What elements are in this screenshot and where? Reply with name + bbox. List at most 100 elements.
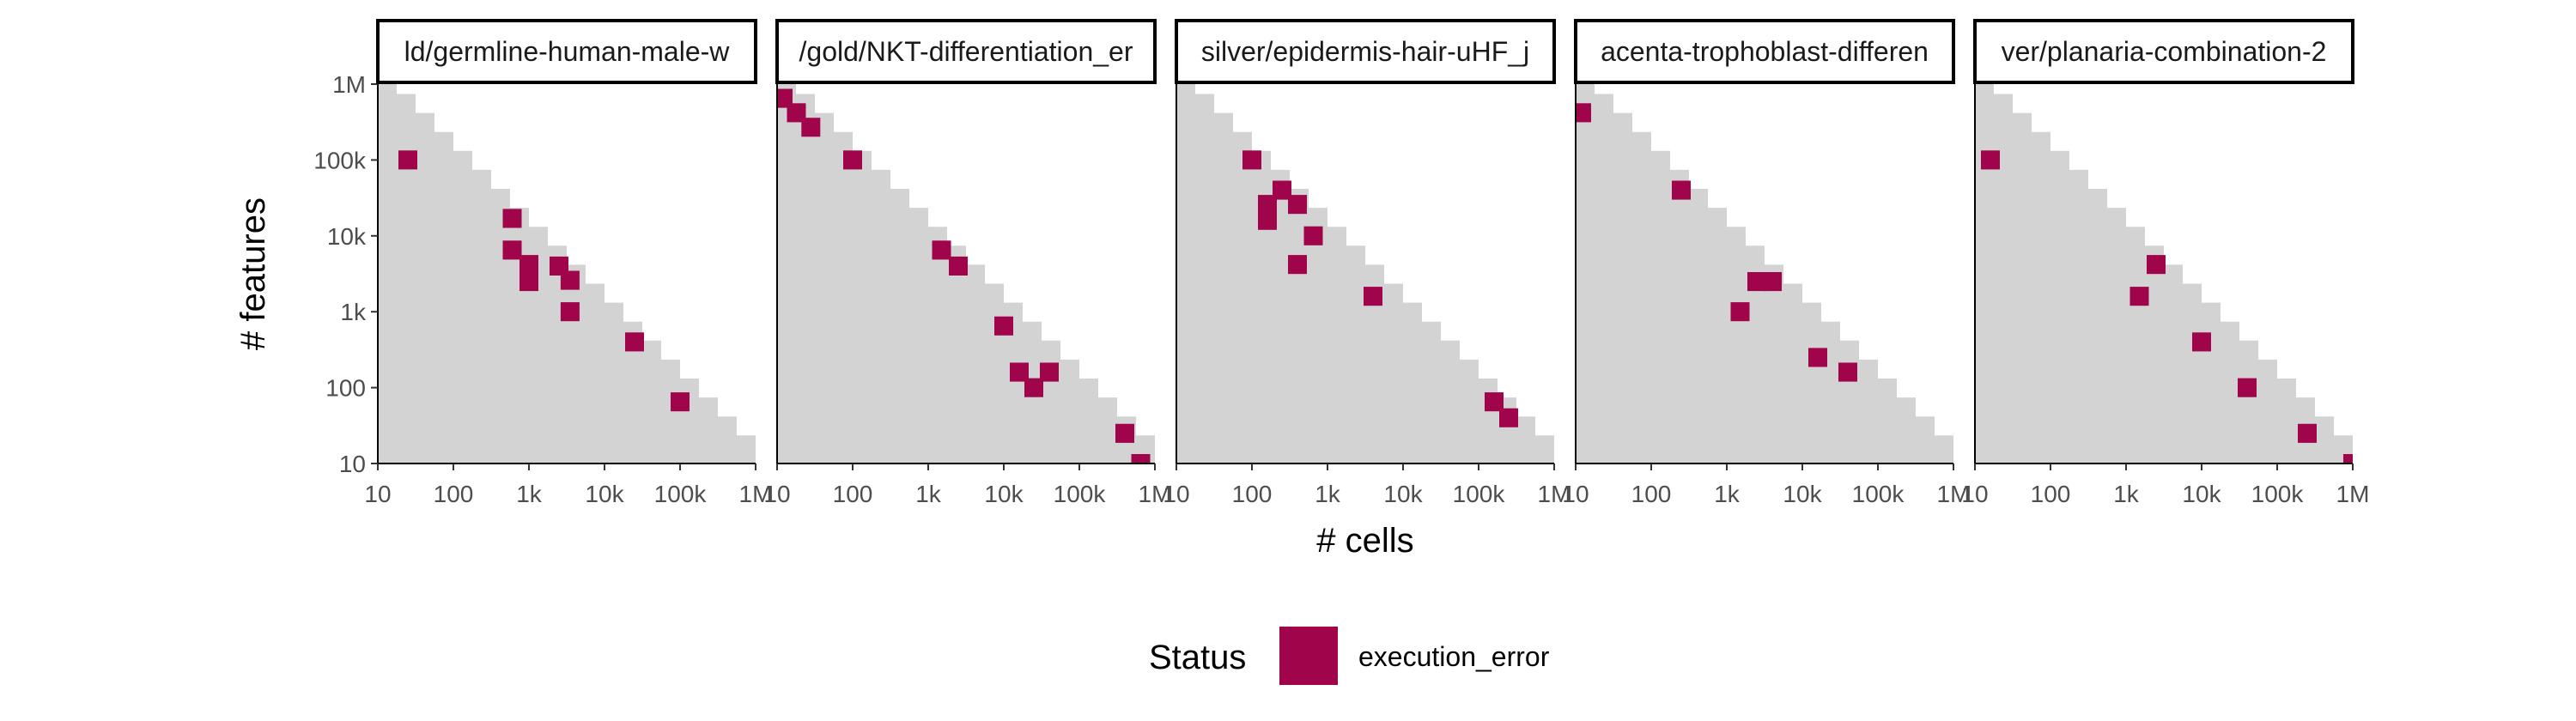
- x-tick-label: 10: [1163, 481, 1189, 507]
- error-cell: [1981, 150, 2000, 170]
- error-cell: [1040, 362, 1059, 382]
- x-tick-label: 100k: [1852, 481, 1905, 507]
- facet-strip: [376, 19, 757, 84]
- error-cell: [398, 150, 417, 170]
- x-tick-label: 1k: [2113, 481, 2140, 507]
- facet-strip: [1574, 19, 1955, 84]
- error-cell: [625, 332, 644, 352]
- error-cell: [1131, 454, 1151, 464]
- error-cell: [1288, 255, 1307, 275]
- error-cell: [560, 270, 580, 290]
- y-tick-label: 10k: [327, 223, 367, 250]
- facet-panel: 10 100 1k 10k 100k 1M/gold/NKT-differentiatio…: [763, 19, 1172, 507]
- facet-panel: 10 100 1k 10k 100k 1M ver/planaria-combination…: [1961, 19, 2370, 507]
- error-cell: [1258, 210, 1277, 230]
- error-cell: [560, 302, 580, 322]
- facet-strip: [775, 19, 1157, 84]
- x-tick-label: 1k: [516, 481, 543, 507]
- error-cell: [1364, 287, 1382, 306]
- x-tick-label: 1M: [1937, 481, 1971, 507]
- x-tick-label: 1M: [2336, 481, 2370, 507]
- error-cell: [1499, 408, 1518, 427]
- error-cell: [1763, 272, 1782, 292]
- x-tick-label: 10: [1961, 481, 1988, 507]
- error-cell: [1576, 103, 1591, 123]
- error-cell: [550, 256, 568, 276]
- facet-panel: 10 100 1k 10k 100k 1M 10 100 1k 10k 100k 1M ld/germl…: [313, 19, 773, 507]
- x-tick-label: 1k: [1714, 481, 1741, 507]
- x-tick-label: 1k: [915, 481, 942, 507]
- error-cell: [1303, 226, 1323, 245]
- error-cell: [1258, 195, 1277, 215]
- x-tick-label: 100k: [2251, 481, 2305, 507]
- facet-panel: 10 100 1k 10k 100k 1M acenta-trophoblast-diffe…: [1562, 19, 1971, 507]
- error-cell: [843, 150, 862, 170]
- error-cell: [1010, 362, 1029, 382]
- error-cell: [2192, 332, 2211, 352]
- error-cell: [2298, 423, 2317, 443]
- error-cell: [932, 240, 951, 260]
- error-cell: [787, 103, 806, 123]
- x-tick-label: 100: [1631, 481, 1672, 507]
- facet-title: acenta-trophoblast-differen: [1601, 36, 1929, 67]
- error-cell: [1747, 272, 1766, 292]
- x-tick-label: 1M: [1139, 481, 1172, 507]
- error-cell: [801, 118, 821, 137]
- legend: Status execution_error: [1149, 627, 1550, 685]
- legend-key: [1279, 627, 1338, 685]
- x-tick-label: 100k: [1453, 481, 1506, 507]
- facet-strip: [1175, 19, 1556, 84]
- tested-region: [378, 84, 756, 464]
- x-tick-label: 10k: [984, 481, 1024, 507]
- y-tick-label: 100: [325, 375, 366, 402]
- x-tick-label: 10: [364, 481, 391, 507]
- error-cell: [671, 392, 690, 412]
- x-tick-label: 100k: [1054, 481, 1107, 507]
- error-cell: [1808, 348, 1827, 367]
- error-cell: [1838, 362, 1857, 382]
- x-axis-title: # cells: [1316, 522, 1413, 560]
- x-tick-label: 1M: [739, 481, 773, 507]
- error-cell: [519, 272, 538, 292]
- y-tick-label: 10: [339, 451, 366, 477]
- x-tick-label: 1M: [1538, 481, 1571, 507]
- error-cell: [2129, 287, 2149, 306]
- error-cell: [1273, 180, 1291, 200]
- y-tick-label: 1M: [332, 71, 366, 98]
- x-tick-label: 100: [1232, 481, 1273, 507]
- error-cell: [994, 316, 1013, 336]
- x-tick-label: 10: [763, 481, 790, 507]
- x-tick-label: 10: [1562, 481, 1589, 507]
- x-tick-label: 10k: [1783, 481, 1822, 507]
- facet-title: ver/planaria-combination-2: [2002, 36, 2327, 67]
- facet-title: silver/epidermis-hair-uHF_j: [1201, 36, 1529, 67]
- error-cell: [1288, 195, 1307, 215]
- error-cell: [1485, 392, 1504, 412]
- tested-region: [1176, 84, 1554, 464]
- error-cell: [1024, 378, 1043, 397]
- error-cell: [2238, 378, 2257, 397]
- legend-title: Status: [1149, 639, 1246, 676]
- tested-region: [777, 84, 1155, 464]
- x-tick-label: 100: [2031, 481, 2071, 507]
- error-cell: [777, 88, 793, 108]
- error-cell: [1115, 423, 1134, 443]
- error-cell: [1730, 302, 1750, 322]
- y-axis-title: # features: [234, 197, 272, 350]
- x-tick-label: 10k: [1383, 481, 1423, 507]
- error-cell: [502, 240, 522, 260]
- y-tick-label: 100k: [313, 147, 367, 173]
- tested-region: [1975, 84, 2353, 464]
- facet-title: /gold/NKT-differentiation_er: [799, 36, 1133, 67]
- y-tick-label: 1k: [340, 299, 367, 325]
- x-tick-label: 10k: [585, 481, 624, 507]
- x-tick-label: 10k: [2182, 481, 2221, 507]
- error-cell: [1242, 150, 1261, 170]
- x-tick-label: 1k: [1315, 481, 1341, 507]
- error-cell: [949, 256, 968, 276]
- facet-title: ld/germline-human-male-w: [404, 36, 731, 67]
- error-cell: [2147, 255, 2166, 275]
- x-tick-label: 100: [434, 481, 474, 507]
- facet-strip: [1973, 19, 2354, 84]
